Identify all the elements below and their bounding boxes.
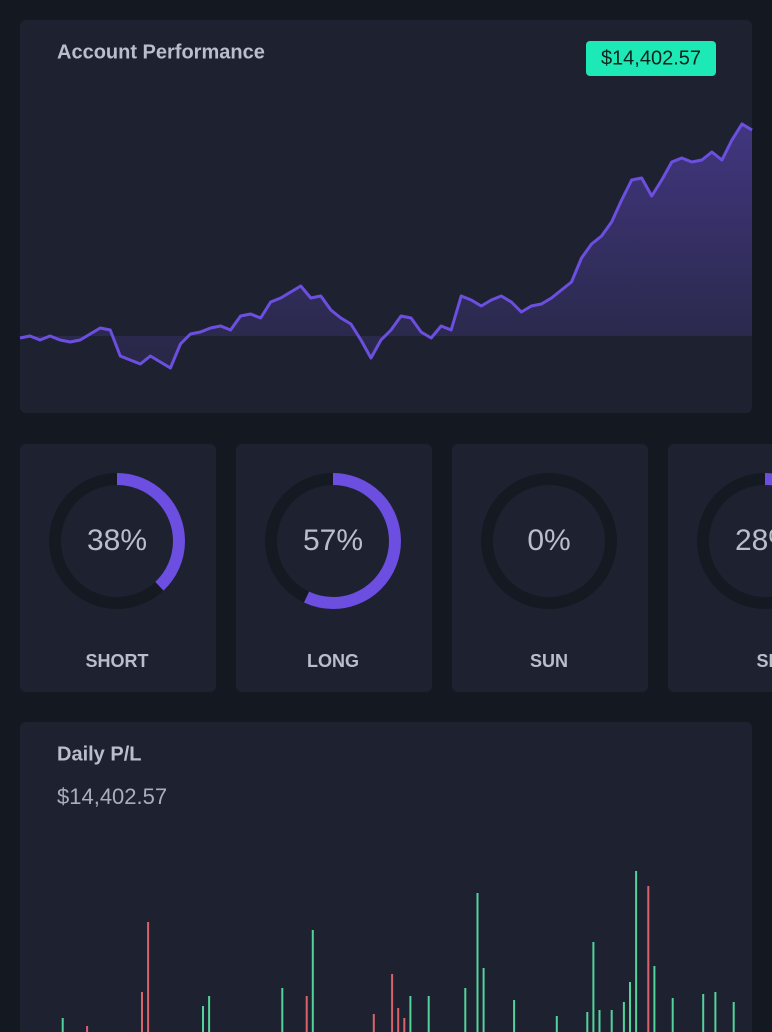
badge-text: $14,402.57 <box>601 47 701 69</box>
donut-arc <box>265 473 401 609</box>
badge <box>586 41 716 76</box>
donut-value: 0% <box>527 524 570 557</box>
performance-chart <box>19 122 753 370</box>
line <box>19 122 753 370</box>
donut-value: 28% <box>735 524 772 557</box>
donut-label: SHORT <box>86 651 149 671</box>
pl-card <box>20 722 752 1032</box>
donut-value: 57% <box>303 524 363 557</box>
area <box>20 124 752 368</box>
stat-card <box>668 444 772 692</box>
donut-value: 38% <box>87 524 147 557</box>
donuts: 38% SHORT 57% LONG 0% SUN 28% SI <box>49 473 772 671</box>
donut-label: SUN <box>530 651 568 671</box>
donut-track <box>481 473 617 609</box>
donut-arc <box>697 473 772 609</box>
donut-label: SI <box>756 651 772 671</box>
donut-arc <box>49 473 185 609</box>
card-subtitle: $14,402.57 <box>57 784 167 809</box>
card-title: Daily P/L <box>57 743 141 765</box>
pl-chart <box>61 871 735 1032</box>
donut-label: LONG <box>307 651 359 671</box>
card-title: Account Performance <box>57 41 265 63</box>
